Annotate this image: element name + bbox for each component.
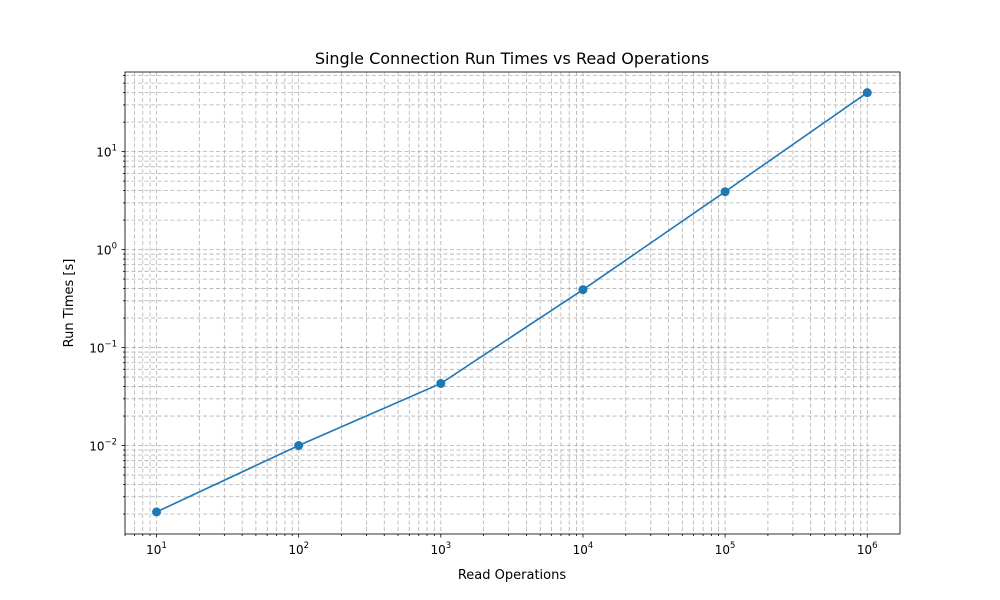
- data-point: [436, 378, 446, 388]
- x-tick-label: 102: [288, 541, 309, 557]
- x-axis-label: Read Operations: [458, 568, 566, 583]
- data-series: [152, 88, 872, 517]
- x-tick-label: 105: [715, 541, 736, 557]
- grid-lines: [124, 72, 900, 534]
- y-tick-label: 100: [96, 242, 117, 258]
- x-axis: 101 102 103 104 105 106: [124, 534, 878, 557]
- y-tick-label: 101: [96, 144, 117, 160]
- chart-title: Single Connection Run Times vs Read Oper…: [315, 49, 709, 68]
- y-axis-label: Run Times [s]: [62, 259, 77, 348]
- data-point: [578, 285, 588, 295]
- x-tick-label: 101: [146, 541, 167, 557]
- data-point: [294, 441, 304, 451]
- series-line: [156, 92, 868, 513]
- plot-area-frame: [124, 71, 901, 535]
- y-tick-label: 10−1: [89, 340, 117, 356]
- data-point: [862, 88, 872, 98]
- x-tick-label: 103: [430, 541, 451, 557]
- data-point: [152, 507, 162, 517]
- y-axis: 10−2 10−1 100 101: [89, 75, 125, 515]
- y-tick-label: 10−2: [89, 438, 117, 454]
- x-tick-label: 104: [573, 541, 594, 557]
- x-tick-label: 106: [857, 541, 878, 557]
- data-point: [720, 187, 730, 197]
